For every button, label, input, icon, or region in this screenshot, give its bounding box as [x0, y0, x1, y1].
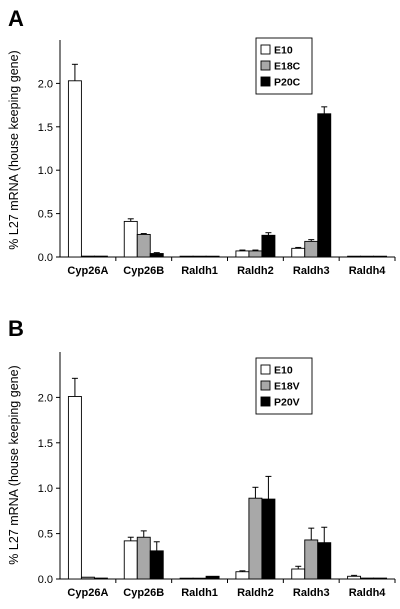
x-tick-label: Raldh2: [237, 587, 274, 599]
x-tick-label: Raldh4: [349, 587, 387, 599]
y-tick-label: 1.0: [38, 165, 53, 177]
bar-e10-cyp26a: [67, 80, 82, 258]
bar-p20c-raldh1: [205, 255, 220, 258]
x-tick-label: Raldh3: [293, 265, 330, 277]
panel-letter: B: [8, 316, 24, 341]
bar-p20v-cyp26b: [149, 550, 164, 580]
bar-p20v-raldh2: [261, 498, 276, 580]
bar-e10-cyp26a: [67, 396, 82, 580]
bar-e18c-raldh2: [248, 250, 263, 258]
bar-p20c-cyp26a: [93, 255, 108, 258]
y-tick-label: 0.5: [38, 209, 53, 221]
legend-label-p20c: P20C: [274, 77, 301, 89]
legend-label-e18c: E18C: [274, 61, 301, 73]
y-tick-label: 0.5: [38, 529, 53, 541]
bar-p20c-cyp26b: [149, 253, 164, 258]
bar-e18v-raldh1: [192, 577, 207, 580]
bar-p20v-cyp26a: [93, 577, 108, 580]
y-tick-label: 1.0: [38, 483, 53, 495]
x-tick-label: Cyp26B: [123, 587, 164, 599]
legend: E10 E18V P20V: [255, 357, 313, 415]
bar-e10-raldh2: [235, 571, 250, 580]
legend-swatch-e10: [260, 364, 271, 375]
bar-p20v-raldh4: [373, 577, 388, 580]
x-tick-label: Raldh3: [293, 587, 330, 599]
y-tick-label: 1.5: [38, 122, 53, 134]
bar-e10-raldh4: [347, 255, 362, 258]
legend: E10 E18C P20C: [255, 37, 313, 95]
legend-swatch-p20v: [260, 396, 271, 407]
x-tick-label: Cyp26A: [67, 587, 108, 599]
bar-p20c-raldh3: [317, 113, 332, 258]
bar-p20c-raldh2: [261, 234, 276, 258]
bar-e18c-raldh1: [192, 255, 207, 258]
legend-swatch-e18v: [260, 380, 271, 391]
bar-e10-raldh4: [347, 575, 362, 580]
legend-label-p20v: P20V: [274, 397, 300, 409]
bar-e18v-cyp26a: [80, 576, 95, 580]
x-tick-label: Raldh2: [237, 265, 274, 277]
bar-e10-raldh1: [179, 577, 194, 580]
y-tick-label: 0.0: [38, 252, 53, 264]
bar-e18v-raldh3: [304, 539, 319, 580]
x-tick-label: Raldh1: [181, 265, 218, 277]
panel-letter: A: [8, 6, 24, 31]
bar-e18c-cyp26a: [80, 255, 95, 258]
chart-panel-a: A % L27 mRNA (house keeping gene) 0.0 0.5 1.…: [7, 6, 396, 277]
bar-p20v-raldh3: [317, 542, 332, 580]
legend-swatch-e18c: [260, 60, 271, 71]
x-tick-label: Cyp26A: [67, 265, 108, 277]
y-tick-label: 2.0: [38, 78, 53, 90]
legend-label-e18v: E18V: [274, 381, 300, 393]
x-tick-label: Raldh4: [349, 265, 387, 277]
legend-swatch-p20c: [260, 76, 271, 87]
chart-panel-b: B % L27 mRNA (house keeping gene) 0.0 0.5 1.…: [7, 316, 396, 599]
bar-p20v-raldh1: [205, 575, 220, 580]
bar-e18v-raldh4: [360, 577, 375, 580]
legend-label-e10: E10: [274, 45, 293, 57]
y-axis-label: % L27 mRNA (house keeping gene): [7, 365, 21, 564]
bar-e10-raldh1: [179, 255, 194, 258]
bar-e18v-cyp26b: [136, 536, 151, 580]
legend-swatch-e10: [260, 44, 271, 55]
bar-e18c-raldh4: [360, 255, 375, 258]
bar-e10-raldh3: [291, 247, 306, 258]
legend-label-e10: E10: [274, 365, 293, 377]
y-tick-label: 1.5: [38, 438, 53, 450]
bar-e18v-raldh2: [248, 497, 263, 580]
bar-e10-cyp26b: [123, 220, 138, 258]
y-tick-label: 2.0: [38, 392, 53, 404]
bar-e18c-raldh3: [304, 240, 319, 258]
bar-e18c-cyp26b: [136, 233, 151, 258]
x-tick-label: Raldh1: [181, 587, 218, 599]
y-axis-label: % L27 mRNA (house keeping gene): [7, 50, 21, 249]
bar-e10-cyp26b: [123, 540, 138, 580]
bar-e10-raldh2: [235, 250, 250, 258]
bar-e10-raldh3: [291, 568, 306, 580]
y-tick-label: 0.0: [38, 574, 53, 586]
bar-p20c-raldh4: [373, 255, 388, 258]
x-tick-label: Cyp26B: [123, 265, 164, 277]
